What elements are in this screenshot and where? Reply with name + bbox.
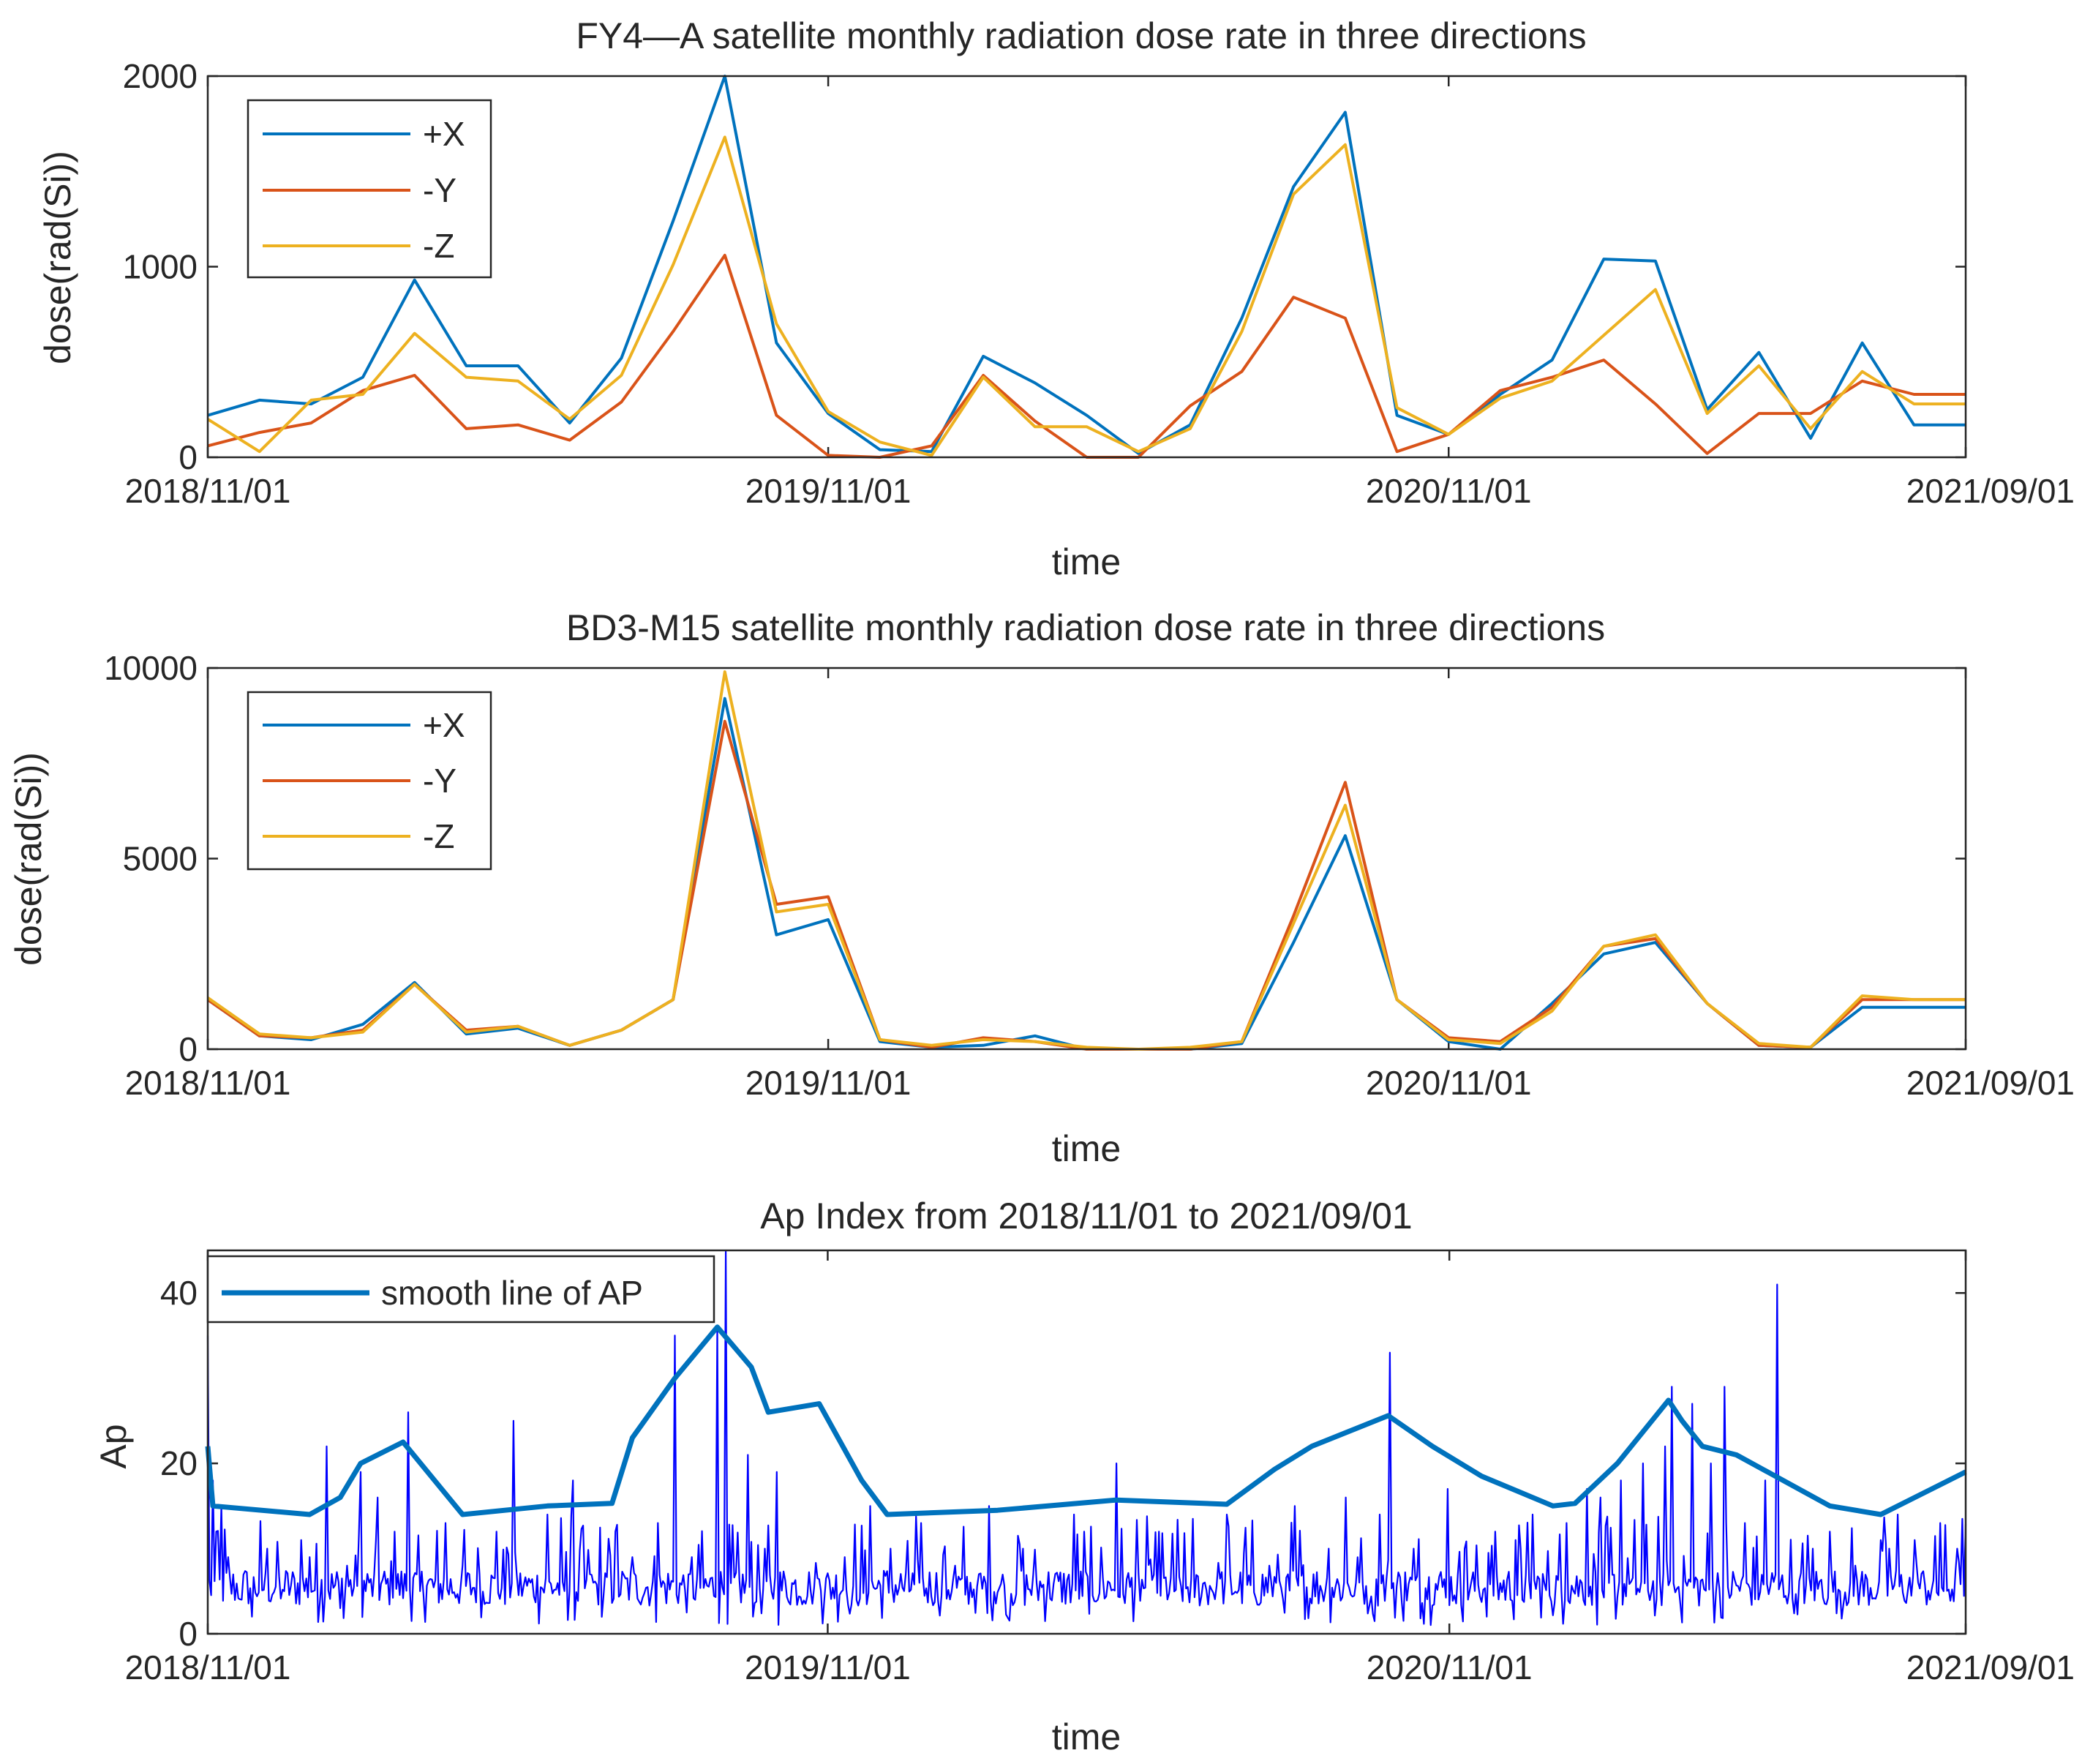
y-axis-label: Ap xyxy=(93,1424,134,1468)
x-tick-label: 2020/11/01 xyxy=(1367,1648,1533,1686)
legend-label-x: +X xyxy=(423,706,465,744)
legend: +X -Y -Z xyxy=(247,691,492,871)
chart-title: BD3-M15 satellite monthly radiation dose… xyxy=(566,607,1605,648)
y-axis-label: dose(rad(Si)) xyxy=(8,752,49,966)
axes-box xyxy=(206,667,1967,1051)
chart-title: FY4—A satellite monthly radiation dose r… xyxy=(576,15,1586,56)
legend-label-y: -Y xyxy=(423,762,456,800)
y-tick-label: 40 xyxy=(160,1274,198,1312)
series-line-minus-z xyxy=(206,670,1966,1051)
x-tick-label: 2019/11/01 xyxy=(745,1064,912,1102)
x-tick-label: 2020/11/01 xyxy=(1366,472,1532,510)
y-tick-label: 20 xyxy=(160,1444,198,1482)
x-tick-label: 2021/09/01 xyxy=(1906,1648,2075,1686)
fy4a-dose-chart: FY4—A satellite monthly radiation dose r… xyxy=(37,15,2075,582)
y-axis-label: dose(rad(Si)) xyxy=(37,151,78,364)
x-tick-label: 2021/09/01 xyxy=(1906,472,2075,510)
ap-daily-line xyxy=(206,1249,1967,1626)
y-tick-label: 10000 xyxy=(104,649,198,687)
y-tick-label: 0 xyxy=(178,1615,198,1653)
ap-index-chart: Ap Index from 2018/11/01 to 2021/09/01 A… xyxy=(93,1196,2075,1757)
chart-title: Ap Index from 2018/11/01 to 2021/09/01 xyxy=(760,1196,1412,1236)
legend-label-z: -Z xyxy=(423,227,454,265)
plot-area: 0 20 40 2018/11/01 2019/11/01 2020/11/01 2021/… xyxy=(125,1249,2075,1686)
y-tick-label: 2000 xyxy=(123,57,198,95)
x-axis-label: time xyxy=(1052,541,1121,582)
legend: smooth line of AP xyxy=(206,1255,715,1324)
legend-label-ap: smooth line of AP xyxy=(381,1274,643,1312)
legend-label-y: -Y xyxy=(423,171,456,209)
axes-box xyxy=(206,75,1967,459)
x-tick-label: 2018/11/01 xyxy=(125,1064,291,1102)
plot-area: 0 1000 2000 2018/11/01 2019/11/01 2020/11/01 2… xyxy=(123,57,2075,510)
x-tick-label: 2019/11/01 xyxy=(745,472,912,510)
legend: +X -Y -Z xyxy=(247,99,492,279)
x-tick-label: 2021/09/01 xyxy=(1906,1064,2075,1102)
bd3-m15-dose-chart: BD3-M15 satellite monthly radiation dose… xyxy=(8,607,2075,1169)
ap-smooth-line xyxy=(205,1324,1967,1517)
series-line-plus-x xyxy=(207,75,1966,455)
legend-box xyxy=(206,1255,715,1324)
x-axis-label: time xyxy=(1052,1128,1121,1169)
x-tick-label: 2018/11/01 xyxy=(125,472,291,510)
y-tick-label: 0 xyxy=(178,1030,198,1068)
y-tick-label: 5000 xyxy=(123,840,198,878)
x-axis-label: time xyxy=(1052,1716,1121,1757)
y-tick-label: 0 xyxy=(178,438,198,476)
series-line-minus-z xyxy=(206,135,1966,457)
x-tick-label: 2020/11/01 xyxy=(1366,1064,1532,1102)
legend-label-x: +X xyxy=(423,115,465,153)
y-tick-label: 1000 xyxy=(123,248,198,286)
x-tick-label: 2018/11/01 xyxy=(125,1648,291,1686)
x-tick-label: 2019/11/01 xyxy=(745,1648,911,1686)
axes-box xyxy=(206,1249,1967,1635)
legend-label-z: -Z xyxy=(423,817,454,855)
